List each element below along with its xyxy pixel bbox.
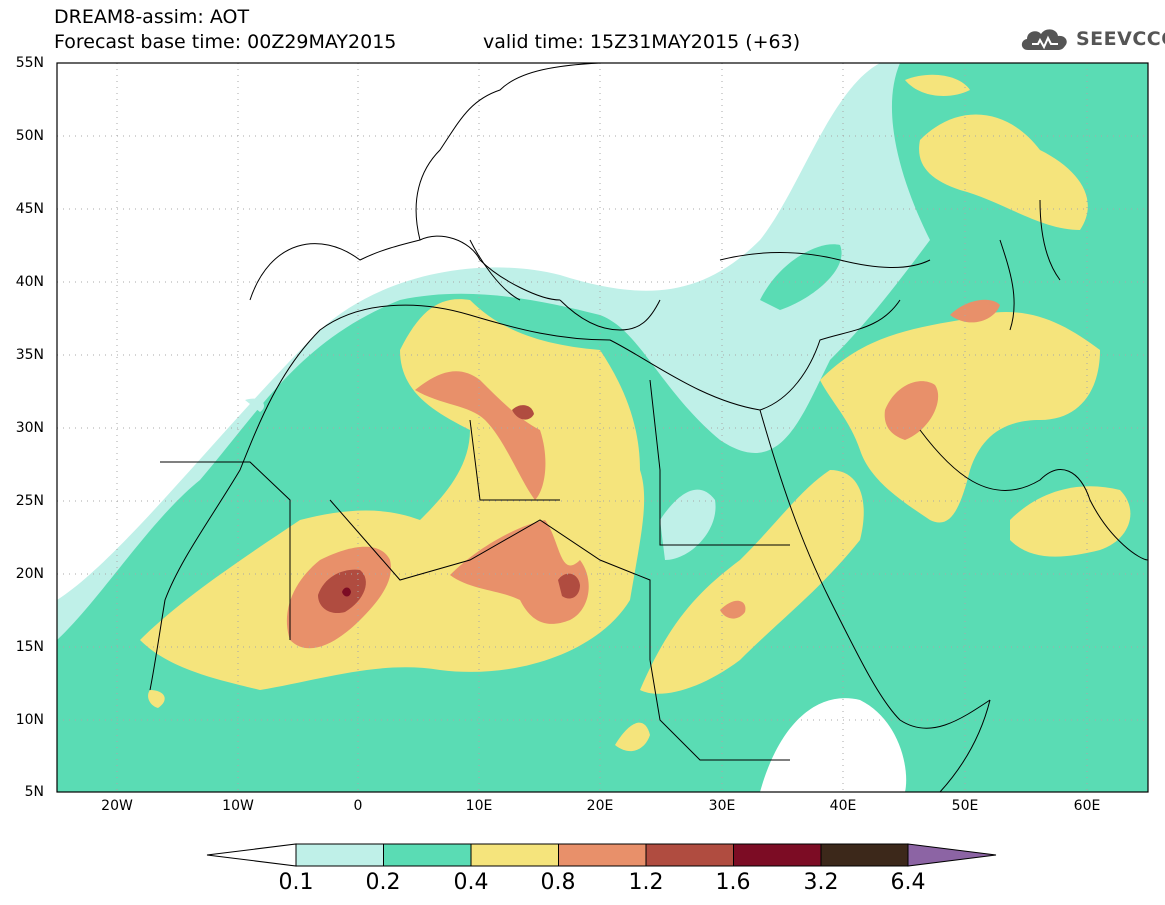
lat-label: 35N [15, 347, 44, 363]
lon-label: 10W [222, 798, 254, 814]
colorbar-high-triangle [907, 843, 997, 867]
lat-label: 30N [15, 420, 44, 436]
colorbar-tick: 3.2 [803, 870, 839, 895]
aot-field [57, 63, 1148, 792]
chart-title: DREAM8-assim: AOT [54, 6, 250, 28]
colorbar-tick: 0.8 [540, 870, 576, 895]
logo-text: SEEVCCC [1076, 28, 1165, 50]
colorbar-low-triangle [206, 843, 297, 867]
valid-time-label: valid time: 15Z31MAY2015 (+63) [483, 31, 801, 53]
colorbar-bin [295, 843, 384, 867]
lon-label: 60E [1073, 798, 1101, 814]
colorbar-tick: 1.6 [715, 870, 751, 895]
seevccc-logo: SEEVCCC [1018, 24, 1165, 54]
lat-label: 55N [15, 55, 44, 71]
colorbar-bin [470, 843, 559, 867]
lon-label: 30E [708, 798, 736, 814]
aot-contour-1.6 [342, 587, 351, 597]
colorbar-bin [558, 843, 647, 867]
lat-label: 15N [15, 639, 44, 655]
lat-label: 10N [15, 712, 44, 728]
colorbar-bin [645, 843, 734, 867]
lon-label: 40E [829, 798, 857, 814]
aot-contour-1.2 [318, 569, 366, 614]
lat-label: 45N [15, 201, 44, 217]
lon-label: 50E [951, 798, 979, 814]
colorbar-tick: 6.4 [890, 870, 926, 895]
lat-label: 50N [15, 128, 44, 144]
map-frame [56, 62, 1149, 793]
colorbar-tick: 0.4 [453, 870, 489, 895]
colorbar-bin [733, 843, 822, 867]
colorbar-tick: 0.2 [365, 870, 401, 895]
lon-label: 10E [465, 798, 493, 814]
colorbar-tick: 0.1 [278, 870, 314, 895]
coastlines [149, 63, 1148, 792]
colorbar [206, 843, 997, 867]
lon-label: 20W [101, 798, 133, 814]
lon-label: 0 [353, 798, 363, 814]
colorbar-tick: 1.2 [628, 870, 664, 895]
lat-label: 5N [24, 784, 44, 800]
lat-label: 25N [15, 493, 44, 509]
colorbar-bin [383, 843, 472, 867]
lon-label: 20E [586, 798, 614, 814]
base-time-label: Forecast base time: 00Z29MAY2015 [54, 31, 397, 53]
cloud-icon [1021, 29, 1067, 50]
colorbar-bin [820, 843, 909, 867]
lat-label: 40N [15, 274, 44, 290]
lat-label: 20N [15, 566, 44, 582]
